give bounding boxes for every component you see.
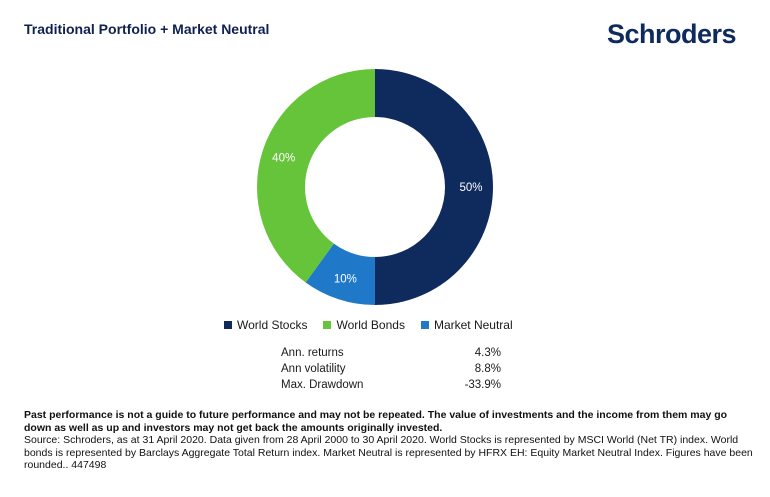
stats-table: Ann. returns 4.3% Ann volatility 8.8% Ma… [281,345,501,393]
disclaimer: Past performance is not a guide to futur… [24,409,754,472]
stat-value: -33.9% [464,379,501,391]
schroders-logo: Schroders [607,19,737,49]
data-label-world-stocks: 50% [459,182,482,194]
stat-label: Ann volatility [281,363,346,375]
stat-row: Ann. returns 4.3% [281,345,501,361]
legend-swatch-market-neutral [420,321,429,329]
stat-value: 8.8% [474,363,501,375]
chart-title: Traditional Portfolio + Market Neutral [24,21,270,37]
legend-label-market-neutral: Market Neutral [433,318,513,332]
stat-row: Ann volatility 8.8% [281,361,501,377]
legend-swatch-world-bonds [323,321,332,329]
slice-market-neutral [305,243,375,305]
data-label-market-neutral: 10% [334,273,357,285]
legend-item-world-stocks: World Stocks [224,318,307,332]
slice-world-bonds [256,69,375,283]
stat-label: Ann. returns [281,347,344,359]
disclaimer-source: Source: Schroders, as at 31 April 2020. … [24,434,753,471]
legend-item-market-neutral: Market Neutral [420,318,513,332]
chart-legend: World Stocks World Bonds Market Neutral [224,318,513,332]
data-label-world-bonds: 40% [272,152,295,164]
legend-label-world-stocks: World Stocks [237,318,308,332]
legend-item-world-bonds: World Bonds [323,318,405,332]
legend-label-world-bonds: World Bonds [336,318,405,332]
stat-value: 4.3% [474,347,501,359]
stat-label: Max. Drawdown [281,379,364,391]
donut-chart: 50% 10% 40% [256,69,493,305]
slice-world-stocks [375,69,493,305]
legend-swatch-world-stocks [224,321,232,329]
stat-row: Max. Drawdown -33.9% [281,377,501,393]
disclaimer-warning: Past performance is not a guide to futur… [24,409,728,434]
